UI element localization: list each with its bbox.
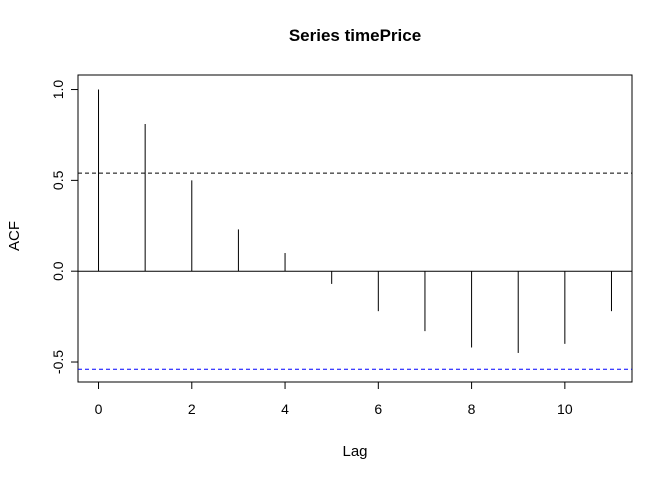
y-axis: -0.5 0.0 0.5 1.0: [50, 80, 79, 374]
x-axis-label: Lag: [342, 443, 367, 460]
y-tick-label: 0.0: [50, 261, 66, 281]
y-axis-label: ACF: [6, 221, 23, 251]
x-axis: 0 2 4 6 8 10: [95, 381, 573, 417]
y-tick-label: -0.5: [50, 350, 66, 374]
x-tick-label: 8: [468, 401, 476, 417]
y-tick-label: 1.0: [50, 80, 66, 100]
x-tick-label: 6: [374, 401, 382, 417]
x-tick-label: 0: [95, 401, 103, 417]
plot-frame: [77, 74, 633, 383]
x-tick-label: 4: [281, 401, 289, 417]
x-tick-label: 10: [557, 401, 573, 417]
y-tick-label: 0.5: [50, 170, 66, 190]
chart-title: Series timePrice: [289, 26, 421, 45]
x-tick-label: 2: [188, 401, 196, 417]
plot-area: [78, 89, 632, 370]
